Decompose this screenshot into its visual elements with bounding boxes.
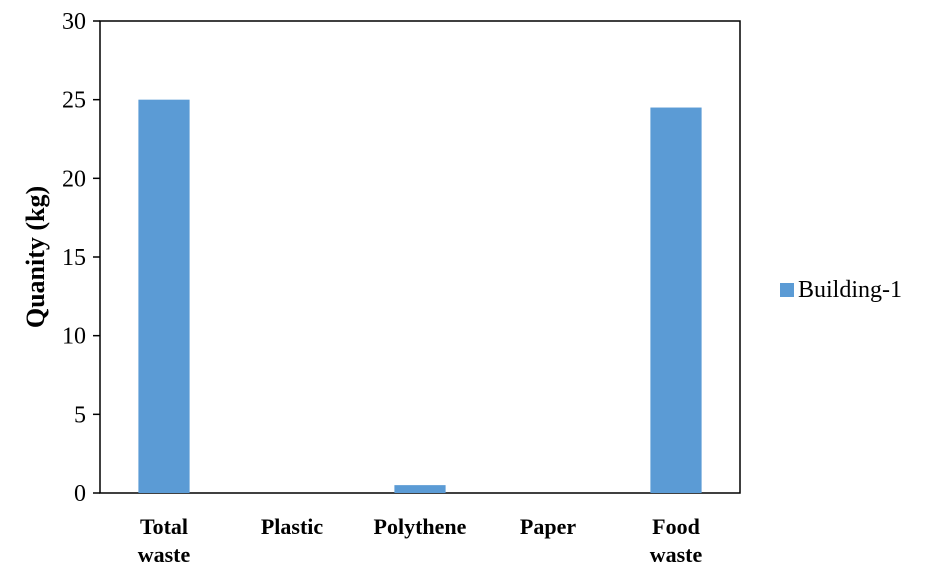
legend: Building-1 (780, 277, 902, 303)
x-tick-label: Polythene (374, 514, 467, 539)
bar (394, 485, 446, 493)
x-tick-label: Plastic (261, 514, 324, 539)
legend-swatch (780, 283, 794, 297)
y-tick-label: 0 (74, 481, 86, 507)
x-axis: Total waste Plastic Polythene Paper Food waste (138, 514, 703, 567)
y-axis-label: Quanity (kg) (21, 186, 50, 328)
y-tick-label: 15 (62, 245, 86, 271)
y-tick-label: 10 (62, 324, 86, 350)
legend-label: Building-1 (798, 277, 902, 303)
x-tick-label: Paper (520, 514, 576, 539)
y-tick-label: 30 (62, 9, 86, 35)
bar (138, 99, 190, 494)
x-tick-label: Food waste (650, 514, 703, 567)
y-tick-label: 25 (62, 88, 86, 114)
x-tick-label: Total waste (138, 514, 191, 567)
y-tick-label: 5 (74, 402, 86, 428)
bar (650, 107, 702, 494)
bars (138, 99, 702, 494)
plot-area (99, 20, 741, 494)
y-axis: 0 5 10 15 20 25 30 (62, 9, 100, 507)
y-tick-label: 20 (62, 166, 86, 192)
